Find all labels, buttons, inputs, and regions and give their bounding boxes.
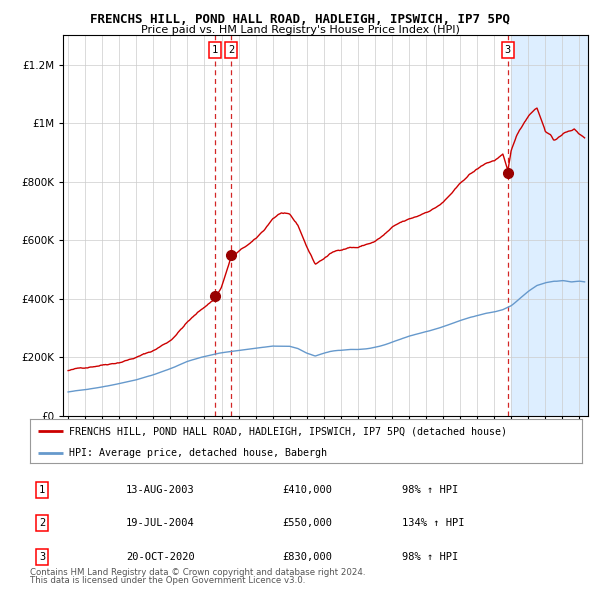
Text: Price paid vs. HM Land Registry's House Price Index (HPI): Price paid vs. HM Land Registry's House … — [140, 25, 460, 35]
Text: FRENCHS HILL, POND HALL ROAD, HADLEIGH, IPSWICH, IP7 5PQ: FRENCHS HILL, POND HALL ROAD, HADLEIGH, … — [90, 13, 510, 26]
Text: 98% ↑ HPI: 98% ↑ HPI — [402, 484, 458, 494]
Text: This data is licensed under the Open Government Licence v3.0.: This data is licensed under the Open Gov… — [30, 576, 305, 585]
Text: 98% ↑ HPI: 98% ↑ HPI — [402, 552, 458, 562]
Text: 3: 3 — [39, 552, 45, 562]
Text: 19-JUL-2004: 19-JUL-2004 — [126, 518, 195, 528]
Text: 1: 1 — [39, 484, 45, 494]
Text: FRENCHS HILL, POND HALL ROAD, HADLEIGH, IPSWICH, IP7 5PQ (detached house): FRENCHS HILL, POND HALL ROAD, HADLEIGH, … — [68, 427, 506, 436]
Text: HPI: Average price, detached house, Babergh: HPI: Average price, detached house, Babe… — [68, 448, 326, 458]
Text: 13-AUG-2003: 13-AUG-2003 — [126, 484, 195, 494]
Text: 2: 2 — [39, 518, 45, 528]
Text: 2: 2 — [228, 45, 234, 55]
Text: 134% ↑ HPI: 134% ↑ HPI — [402, 518, 464, 528]
Text: 3: 3 — [505, 45, 511, 55]
Text: £550,000: £550,000 — [282, 518, 332, 528]
Bar — [511, 35, 588, 416]
Text: £410,000: £410,000 — [282, 484, 332, 494]
Text: 1: 1 — [212, 45, 218, 55]
Text: Contains HM Land Registry data © Crown copyright and database right 2024.: Contains HM Land Registry data © Crown c… — [30, 568, 365, 577]
Text: 20-OCT-2020: 20-OCT-2020 — [126, 552, 195, 562]
Text: £830,000: £830,000 — [282, 552, 332, 562]
